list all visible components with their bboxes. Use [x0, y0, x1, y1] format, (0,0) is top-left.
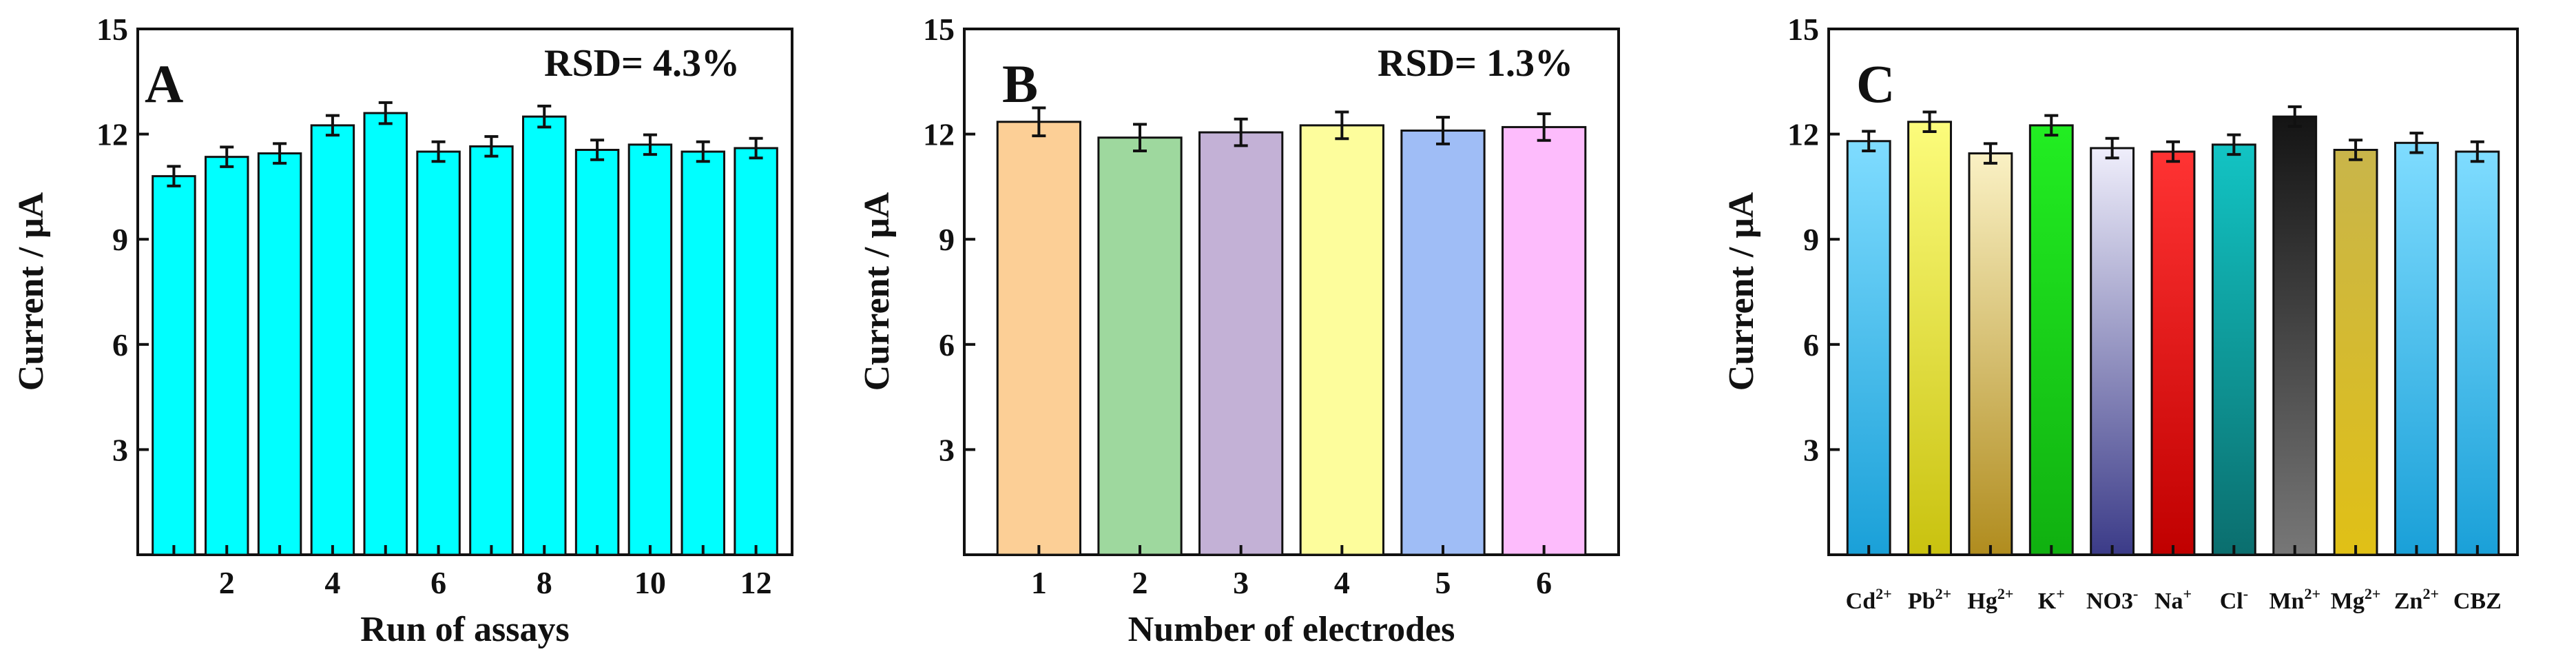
panel-b-y-tick-label: 9 — [939, 222, 955, 257]
panel-a-rsd-annotation: RSD= 4.3% — [544, 42, 740, 85]
panel-a-bar — [522, 115, 567, 556]
panel-a-plot-frame — [136, 28, 793, 556]
panel-c-y-ticks: 3 6 9 12 15 — [1787, 12, 1840, 467]
panel-b-x-tick-label: 2 — [1132, 565, 1148, 600]
panel-b: B RSD= 1.3% Current / μA Number of elect… — [858, 12, 1620, 649]
panel-a-x-axis-title: Run of assays — [360, 610, 569, 649]
panel-b-x-tick-label: 5 — [1435, 565, 1451, 600]
panel-a-x-tick-label: 4 — [324, 565, 340, 600]
panel-a-bars — [152, 101, 778, 556]
panel-c-x-tick-label: Zn2+ — [2394, 585, 2439, 614]
panel-b-bars — [996, 106, 1587, 556]
panel-b-x-tick-label: 1 — [1031, 565, 1047, 600]
panel-a-y-tick-label: 12 — [96, 117, 128, 152]
panel-c-x-tick-label: NO3- — [2086, 585, 2138, 614]
panel-b-bar — [1097, 136, 1183, 556]
panel-a-y-tick-label: 15 — [96, 12, 128, 47]
panel-a-bar — [310, 124, 355, 556]
panel-a-bar — [152, 175, 196, 556]
panel-c-x-tick-label: Cd2+ — [1846, 585, 1892, 614]
panel-c-y-tick-label: 6 — [1803, 327, 1819, 362]
panel-a-letter: A — [145, 54, 183, 114]
panel-c-x-ticks: Cd2+ Pb2+ Hg2+ K+ NO3- Na+ Cl- Mn2+ Mg2+ Zn2+ CBZ — [1846, 545, 2502, 614]
panel-a-y-axis-title: Current / μA — [12, 192, 51, 391]
panel-b-y-tick-label: 3 — [939, 432, 955, 467]
panel-c-bar — [2455, 150, 2500, 556]
panel-a-bar — [363, 112, 408, 556]
panel-c-y-tick-label: 3 — [1803, 432, 1819, 467]
panel-b-y-ticks: 3 6 9 12 15 — [923, 12, 975, 467]
panel-a-bar — [681, 150, 725, 556]
panel-c-x-tick-label: Hg2+ — [1967, 585, 2013, 614]
panel-b-bar — [996, 121, 1081, 556]
panel-b-bar — [1198, 131, 1284, 556]
panel-a-y-tick-label: 6 — [112, 327, 128, 362]
panel-b-x-ticks: 1 2 3 4 5 6 — [1031, 545, 1552, 600]
panel-c-letter: C — [1856, 54, 1895, 114]
panel-b-plot-frame — [963, 28, 1620, 556]
panel-c-bar — [2394, 141, 2439, 556]
panel-a-bar — [205, 156, 249, 556]
panel-b-y-tick-label: 6 — [939, 327, 955, 362]
panel-b-y-axis-title: Current / μA — [858, 192, 897, 391]
panel-b-x-tick-label: 6 — [1536, 565, 1552, 600]
panel-c-bar — [2272, 115, 2318, 556]
panel-b-y-tick-label: 15 — [923, 12, 955, 47]
panel-c-x-tick-label: Cl- — [2220, 585, 2248, 614]
panel-b-rsd-annotation: RSD= 1.3% — [1378, 42, 1573, 85]
panel-c-y-tick-label: 12 — [1787, 117, 1819, 152]
panel-a-bar — [574, 148, 620, 556]
panel-a-y-tick-label: 9 — [112, 222, 128, 257]
panel-a-x-tick-label: 12 — [740, 565, 772, 600]
panel-c-bar — [1846, 140, 1891, 556]
panel-c-bar — [2150, 150, 2196, 556]
panel-b-bar — [1400, 130, 1486, 556]
panel-b-y-tick-label: 12 — [923, 117, 955, 152]
panel-c-x-tick-label: Mg2+ — [2331, 585, 2381, 614]
panel-c-bar — [1968, 152, 2013, 556]
panel-c-x-tick-label: Na+ — [2154, 585, 2192, 614]
panel-b-x-tick-label: 4 — [1334, 565, 1350, 600]
panel-a-x-tick-label: 2 — [219, 565, 235, 600]
panel-c-bar — [2028, 124, 2074, 556]
panel-b-x-tick-label: 3 — [1233, 565, 1249, 600]
panel-c-y-axis-title: Current / μA — [1722, 192, 1761, 391]
panel-b-bar — [1502, 125, 1587, 556]
panel-c-bar — [2090, 147, 2135, 556]
panel-c: C Current / μA 3 6 9 12 15 Cd2+ Pb2+ Hg2+ K+ NO3… — [1722, 12, 2519, 614]
panel-a-x-tick-label: 6 — [430, 565, 446, 600]
panel-c-bar — [2211, 143, 2256, 556]
panel-a-bar — [469, 145, 514, 556]
panel-b-letter: B — [1002, 54, 1038, 114]
panel-a-x-tick-label: 8 — [537, 565, 552, 600]
panel-c-x-tick-label: Mn2+ — [2269, 585, 2320, 614]
panel-c-x-tick-label: K+ — [2038, 585, 2065, 614]
panel-a-x-ticks: 2 4 6 8 10 12 — [172, 545, 772, 600]
panel-c-y-tick-label: 15 — [1787, 12, 1819, 47]
panel-a-bar — [416, 150, 461, 556]
panel-c-bar — [2333, 148, 2378, 556]
panel-a: A RSD= 4.3% Current / μA Run of assays 3… — [12, 12, 793, 649]
panel-c-x-tick-label: Pb2+ — [1908, 585, 1951, 614]
panel-a-y-tick-label: 3 — [112, 432, 128, 467]
panel-a-bar — [734, 147, 778, 556]
panel-a-bar — [257, 152, 302, 556]
panel-c-x-tick-label: CBZ — [2453, 589, 2502, 614]
panel-a-y-ticks: 3 6 9 12 15 — [96, 12, 149, 467]
panel-b-bar — [1299, 124, 1384, 556]
panel-b-x-axis-title: Number of electrodes — [1128, 610, 1455, 649]
panel-c-bar — [1907, 121, 1952, 556]
panel-c-y-tick-label: 9 — [1803, 222, 1819, 257]
panel-c-bars — [1846, 105, 2500, 556]
panel-a-x-tick-label: 10 — [634, 565, 666, 600]
panel-a-bar — [627, 143, 673, 556]
